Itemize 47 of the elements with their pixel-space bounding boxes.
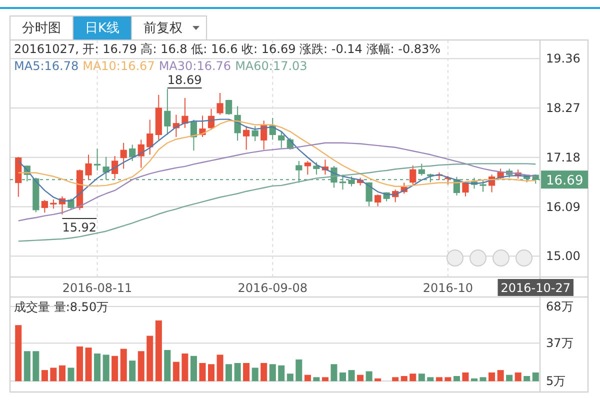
candlestick (190, 119, 198, 152)
x-tick-label: 2016-10 (422, 281, 474, 295)
x-tick-label: 2016-10-27 (500, 281, 570, 295)
y-tick-label: 16.09 (546, 200, 580, 214)
y-tick-label: 19.36 (546, 52, 580, 66)
line-series (18, 163, 536, 242)
ref-line-label: 16.69 (546, 174, 584, 189)
candlestick (418, 163, 425, 176)
y-tick-label: 15.00 (546, 249, 580, 264)
candlestick (94, 148, 101, 172)
candlestick (480, 180, 486, 192)
candlestick (216, 92, 224, 116)
candlestick (304, 160, 311, 176)
candlestick (85, 154, 92, 180)
text: 前复权 (144, 21, 183, 36)
candlestick (278, 130, 285, 148)
text: MA30:16.76 (158, 59, 232, 73)
candlestick (112, 156, 118, 180)
y-tick-label: 5万 (546, 374, 566, 388)
candlestick (313, 162, 320, 176)
chart-title: 成交量 量:8.50万 (14, 300, 109, 314)
candlestick (182, 98, 188, 128)
annotation: 15.92 (62, 220, 97, 234)
text: MA60:17.03 (235, 59, 308, 73)
candlestick (129, 144, 136, 162)
candlestick (50, 199, 57, 210)
candlestick (374, 194, 382, 207)
y-tick-label: 37万 (546, 336, 574, 350)
candlestick (146, 119, 154, 156)
candlestick (252, 126, 258, 142)
annotation: 18.69 (167, 72, 202, 87)
text: 分时图 (22, 21, 61, 36)
text: MA5:16.78 (14, 59, 79, 73)
y-tick-label: 17.18 (546, 150, 580, 164)
candlestick (120, 142, 127, 170)
text: 日K线 (85, 21, 120, 36)
candlestick (243, 126, 250, 150)
x-tick-label: 2016-09-08 (238, 281, 308, 295)
candlestick (164, 88, 171, 136)
y-tick-label: 68万 (546, 299, 574, 314)
candlestick (225, 99, 232, 116)
chart-subtitle: 20161027, 开: 16.79 高: 16.8 低: 16.6 收: 16.69 涨跌: -0.14 涨幅: -0.83% (14, 42, 441, 56)
candlestick (41, 199, 48, 214)
y-tick-label: 18.27 (546, 100, 580, 115)
x-tick-label: 2016-08-11 (62, 281, 132, 295)
candlestick (410, 165, 416, 186)
text: MA10:16.67 (82, 59, 155, 73)
